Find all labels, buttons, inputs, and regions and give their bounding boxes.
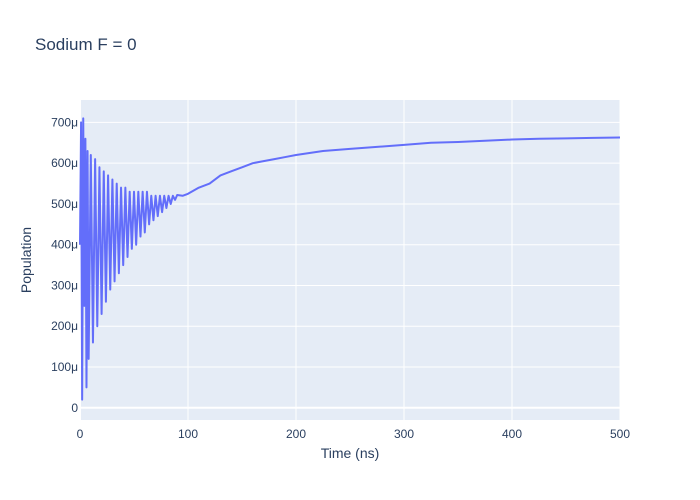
chart-title: Sodium F = 0 (35, 35, 137, 54)
y-tick-label: 400μ (51, 238, 78, 252)
x-tick-label: 0 (77, 427, 84, 441)
y-tick-label: 600μ (51, 156, 78, 170)
y-tick-label: 0 (71, 401, 78, 415)
y-axis-title: Population (18, 227, 34, 293)
series-group (79, 117, 621, 401)
x-tick-label: 300 (394, 427, 414, 441)
x-tick-label: 200 (286, 427, 306, 441)
y-tick-label: 700μ (51, 115, 78, 129)
x-axis-ticks: 0 100 200 300 400 500 (77, 427, 631, 441)
y-tick-label: 500μ (51, 197, 78, 211)
y-gridlines (80, 121, 620, 409)
y-tick-label: 300μ (51, 278, 78, 292)
x-axis-title: Time (ns) (321, 445, 380, 461)
x-tick-label: 500 (610, 427, 630, 441)
x-tick-label: 100 (178, 427, 198, 441)
series-line (79, 117, 621, 401)
y-tick-label: 100μ (51, 360, 78, 374)
x-tick-label: 400 (502, 427, 522, 441)
y-axis-ticks: 0 100μ 200μ 300μ 400μ 500μ 600μ 700μ (51, 115, 78, 414)
y-tick-label: 200μ (51, 319, 78, 333)
